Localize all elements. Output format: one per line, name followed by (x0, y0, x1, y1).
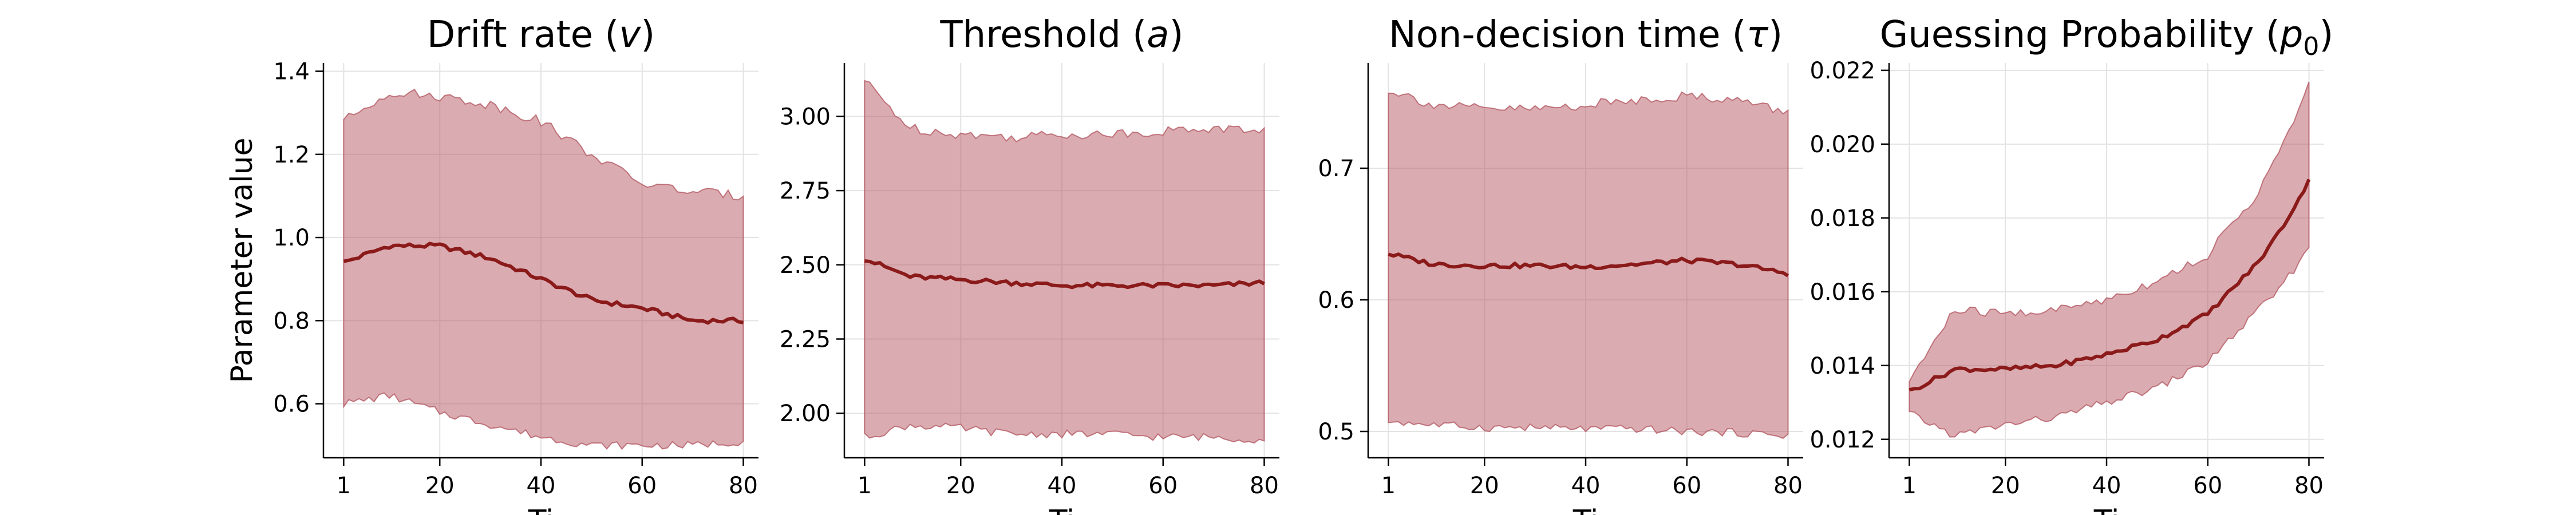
y-tick-label: 0.022 (1809, 58, 1875, 84)
x-tick-label: 40 (1571, 473, 1601, 499)
y-tick-label: 0.014 (1809, 353, 1875, 379)
credible-band (1909, 81, 2310, 438)
y-tick-label: 3.00 (780, 104, 831, 130)
credible-band (343, 88, 744, 450)
chart-title: Non-decision time (τ) (1389, 14, 1783, 56)
mean-line (1909, 179, 2311, 392)
x-tick-label: 80 (729, 473, 758, 499)
x-tick-label: 60 (1672, 473, 1701, 499)
chart-title: Drift rate (v) (427, 14, 655, 56)
panel-1: 0.6 0.8 1.0 1.2 1.4 1 20 40 60 80 Ti Drift rate (v)… (225, 14, 758, 515)
x-axis-label: Ti (1573, 504, 1599, 515)
x-tick-label: 20 (1470, 473, 1499, 499)
y-tick-label: 0.012 (1809, 427, 1875, 453)
x-axis-label: Ti (2093, 504, 2120, 515)
x-tick-label: 80 (2294, 473, 2324, 499)
y-tick-label: 2.50 (780, 252, 831, 279)
x-tick-label: 40 (2092, 473, 2121, 499)
y-tick-label: 0.5 (1318, 419, 1354, 445)
x-tick-label: 40 (527, 473, 556, 499)
y-tick-label: 0.016 (1809, 279, 1875, 306)
y-tick-label: 2.25 (780, 326, 831, 352)
x-tick-label: 20 (946, 473, 975, 499)
chart-title: Threshold (a) (940, 14, 1184, 56)
credible-band (864, 80, 1265, 444)
mean-line (343, 241, 744, 325)
y-tick-label: 0.020 (1809, 132, 1875, 158)
chart-title: Guessing Probability (p0) (1880, 14, 2334, 61)
y-tick-label: 0.8 (273, 308, 310, 334)
x-tick-label: 80 (1250, 473, 1279, 499)
panel-3: 0.5 0.6 0.7 1 20 40 60 80 Ti Non-decision time (τ… (1318, 14, 1803, 515)
y-tick-label: 1.0 (273, 225, 310, 251)
x-axis-label: Ti (1049, 504, 1075, 515)
y-tick-label: 0.6 (273, 391, 310, 418)
x-tick-label: 1 (858, 473, 872, 499)
x-tick-label: 60 (627, 473, 657, 499)
x-tick-label: 80 (1773, 473, 1803, 499)
y-axis-label: Parameter value (225, 137, 259, 383)
y-tick-label: 0.018 (1809, 205, 1875, 232)
x-tick-label: 20 (1991, 473, 2020, 499)
x-tick-label: 20 (425, 473, 455, 499)
y-tick-label: 1.4 (273, 59, 310, 85)
y-tick-label: 1.2 (273, 142, 310, 168)
y-tick-label: 2.00 (780, 401, 831, 427)
y-tick-label: 0.7 (1318, 156, 1354, 182)
y-tick-label: 2.75 (780, 178, 831, 204)
mean-line (1388, 252, 1789, 278)
y-tick-label: 0.6 (1318, 287, 1354, 314)
x-tick-label: 40 (1048, 473, 1077, 499)
x-tick-label: 1 (1902, 473, 1917, 499)
x-tick-label: 60 (2193, 473, 2222, 499)
x-axis-label: Ti (528, 504, 554, 515)
x-tick-label: 60 (1148, 473, 1178, 499)
panel-4: 0.012 0.014 0.016 0.018 0.020 0.022 1 20 40 60 80 T… (1809, 14, 2333, 515)
x-tick-label: 1 (337, 473, 351, 499)
mean-line (864, 259, 1265, 290)
panel-2: 2.00 2.25 2.50 2.75 3.00 1 20 40 60 80 Ti Threshold… (780, 14, 1279, 515)
x-tick-label: 1 (1381, 473, 1396, 499)
